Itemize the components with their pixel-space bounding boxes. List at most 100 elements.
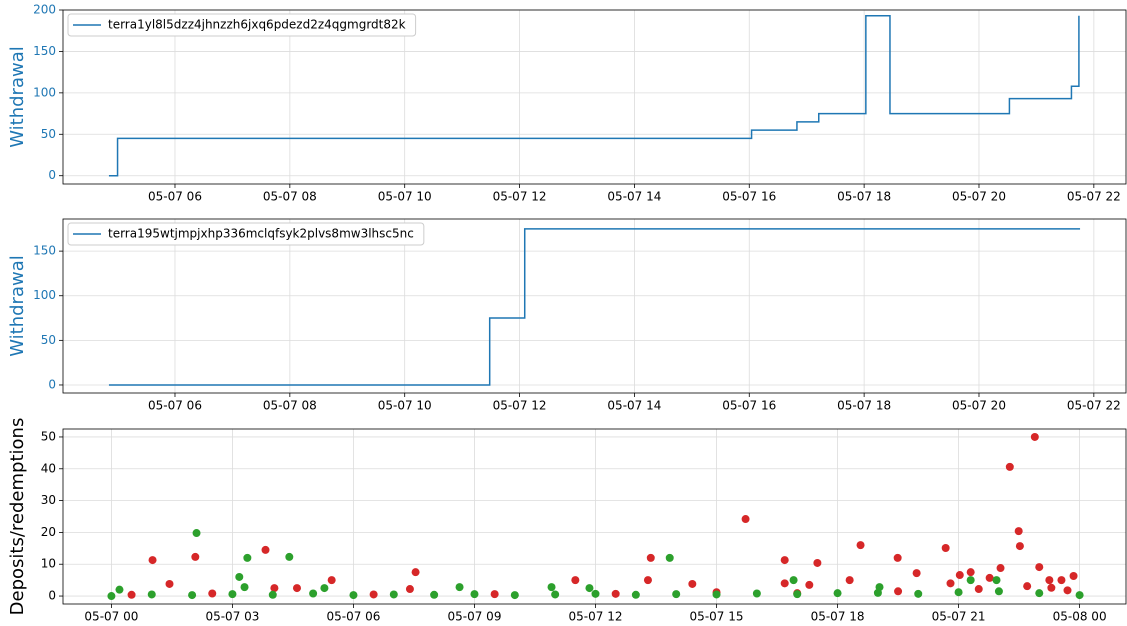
subplot: 05-07 06 05-07 08 05-07 10 05-07 12 05-07 14… <box>7 3 1127 204</box>
x-tick-label: 05-07 08 <box>263 190 317 204</box>
scatter-point <box>191 552 200 561</box>
scatter-point <box>994 587 1003 596</box>
x-tick-label: 05-07 20 <box>952 399 1006 413</box>
scatter-point <box>585 584 594 593</box>
x-tick-label: 05-07 21 <box>932 610 986 624</box>
line-series <box>108 228 1081 386</box>
scatter-point <box>1015 542 1024 551</box>
scatter-point <box>1035 563 1044 572</box>
y-tick-label: 50 <box>41 429 56 443</box>
scatter-point <box>430 590 439 599</box>
scatter-point <box>912 569 921 578</box>
scatter-point <box>309 589 318 598</box>
x-tick-label: 05-07 09 <box>448 610 502 624</box>
scatter-point <box>643 576 652 585</box>
x-tick-label: 05-07 22 <box>1067 190 1121 204</box>
scatter-point <box>1014 527 1023 536</box>
y-tick-label: 200 <box>33 3 56 17</box>
x-tick-label: 05-07 12 <box>569 610 623 624</box>
x-tick-label: 05-07 16 <box>722 190 776 204</box>
x-tick-label: 05-07 06 <box>148 399 202 413</box>
legend: terra1yl8l5dzz4jhnzzh6jxq6pdezd2z4qgmgrd… <box>67 13 417 37</box>
scatter-point <box>954 588 963 597</box>
y-tick-label: 0 <box>48 589 56 603</box>
scatter-point <box>127 590 136 599</box>
scatter-point <box>955 571 964 580</box>
scatter-point <box>405 585 414 594</box>
scatter-point <box>490 590 499 599</box>
scatter-point <box>665 553 674 562</box>
scatter-point <box>165 579 174 588</box>
scatter-point <box>389 590 398 599</box>
scatter-point <box>780 556 789 565</box>
line-series <box>108 15 1080 177</box>
x-tick-label: 05-07 22 <box>1067 399 1121 413</box>
scatter-point <box>813 558 822 567</box>
legend: terra195wtjmpjxhp336mclqfsyk2plvs8mw3lhs… <box>67 222 425 246</box>
scatter-point <box>147 590 156 599</box>
y-tick-label: 100 <box>33 85 56 99</box>
y-axis-label: Withdrawal <box>7 255 28 356</box>
scatter-point <box>192 529 201 538</box>
scatter-point <box>148 556 157 565</box>
subplot: 05-07 06 05-07 08 05-07 10 05-07 12 05-07 14… <box>7 218 1127 413</box>
legend-label: terra195wtjmpjxhp336mclqfsyk2plvs8mw3lhs… <box>108 227 414 241</box>
x-tick-label: 05-07 12 <box>493 399 547 413</box>
plot-frame <box>62 428 1127 605</box>
scatter-point <box>1069 572 1078 580</box>
scatter-point <box>107 592 116 601</box>
scatter-point <box>941 544 950 552</box>
scatter-point <box>510 591 519 600</box>
scatter-point <box>349 591 358 600</box>
scatter-point <box>805 580 814 589</box>
scatter-point <box>1035 589 1044 598</box>
x-tick-label: 05-07 14 <box>607 190 661 204</box>
scatter-point <box>1057 576 1066 585</box>
scatter-point <box>752 589 761 598</box>
x-tick-label: 05-07 06 <box>326 610 380 624</box>
scatter-point <box>1005 462 1014 471</box>
scatter-point <box>996 564 1005 573</box>
scatter-point <box>551 590 560 599</box>
scatter-point <box>1047 583 1056 592</box>
scatter-point <box>411 568 420 577</box>
x-tick-label: 05-07 12 <box>493 190 547 204</box>
scatter-point <box>992 576 1001 585</box>
x-tick-label: 05-07 18 <box>837 399 891 413</box>
scatter-point <box>1063 586 1072 595</box>
y-axis-label: Withdrawal <box>7 46 28 147</box>
subplot: 05-07 00 05-07 03 05-07 06 05-07 09 05-07 12… <box>7 418 1127 624</box>
scatter-point <box>327 576 336 585</box>
y-tick-label: 0 <box>48 377 56 391</box>
legend-box <box>67 13 417 37</box>
scatter-point <box>261 545 270 554</box>
scatter-point <box>470 590 479 599</box>
scatter-point <box>188 591 197 600</box>
y-axis-label: Deposits/redemptions <box>7 418 28 616</box>
scatter-point <box>688 579 697 588</box>
scatter-point <box>285 552 294 561</box>
x-tick-label: 05-07 08 <box>263 399 317 413</box>
scatter-point <box>571 576 580 585</box>
x-tick-label: 05-08 00 <box>1053 610 1107 624</box>
y-tick-label: 150 <box>33 44 56 58</box>
scatter-point <box>856 541 865 550</box>
scatter-point <box>985 573 994 582</box>
scatter-point <box>228 590 237 599</box>
legend-box <box>67 222 425 246</box>
x-tick-label: 05-07 10 <box>378 399 432 413</box>
scatter-point <box>547 583 556 592</box>
scatter-point <box>235 572 244 581</box>
x-tick-label: 05-07 18 <box>811 610 865 624</box>
x-tick-label: 05-07 18 <box>837 190 891 204</box>
scatter-point <box>741 515 750 524</box>
scatter-point <box>1023 582 1032 591</box>
y-tick-label: 50 <box>41 127 56 141</box>
scatter-point <box>268 590 277 599</box>
scatter-point <box>292 584 301 593</box>
y-tick-label: 50 <box>41 333 56 347</box>
y-tick-label: 150 <box>33 244 56 258</box>
x-tick-label: 05-07 15 <box>690 610 744 624</box>
x-tick-label: 05-07 14 <box>607 399 661 413</box>
